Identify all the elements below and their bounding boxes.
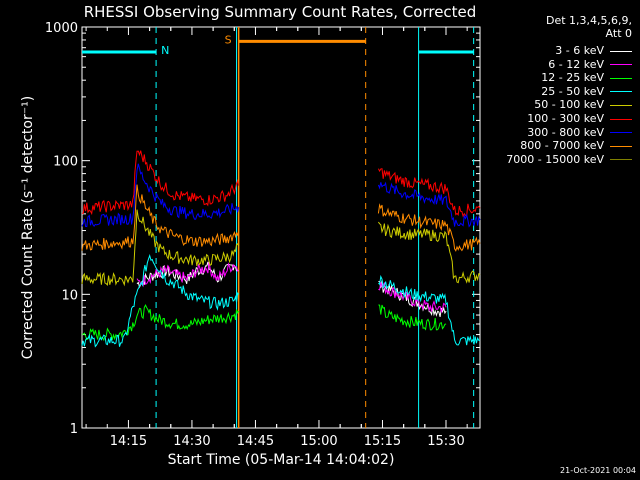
n-flag-label: N xyxy=(161,44,169,57)
legend-swatch xyxy=(610,104,632,106)
legend-header: Det 1,3,4,5,6,9, Att 0 xyxy=(546,14,632,40)
legend-header-line-1: Det 1,3,4,5,6,9, xyxy=(545,14,632,27)
series-line-1 xyxy=(136,261,239,288)
legend-swatch xyxy=(610,132,632,134)
legend-entry: 50 - 100 keV xyxy=(534,98,632,111)
legend-label: 7000 - 15000 keV xyxy=(506,152,604,166)
x-tick-label: 15:15 xyxy=(364,434,401,449)
legend-label: 12 - 25 keV xyxy=(541,71,604,85)
legend-label: 25 - 50 keV xyxy=(541,84,604,98)
x-tick-label: 14:30 xyxy=(173,434,210,449)
y-axis-label: Corrected Count Rate (s⁻¹ detector⁻¹) xyxy=(20,96,36,359)
series-line-4 xyxy=(81,209,240,287)
legend-label: 50 - 100 keV xyxy=(534,98,604,112)
s-flag-label: S xyxy=(225,33,232,46)
legend-entry: 100 - 300 keV xyxy=(527,112,632,125)
series-line-3 xyxy=(378,274,481,346)
legend-label: 3 - 6 keV xyxy=(555,44,604,57)
legend-entry: 12 - 25 keV xyxy=(541,71,632,84)
legend-entry: 25 - 50 keV xyxy=(541,85,632,98)
legend-entry: 6 - 12 keV xyxy=(548,58,632,71)
x-tick-label: 14:15 xyxy=(110,434,147,449)
x-tick-label: 15:30 xyxy=(427,434,464,449)
series-line-6 xyxy=(377,181,481,228)
series-line-2 xyxy=(82,303,240,342)
chart-title: RHESSI Observing Summary Count Rates, Co… xyxy=(84,3,477,21)
legend-label: 100 - 300 keV xyxy=(527,112,604,125)
series-line-4 xyxy=(378,221,481,284)
series-line-7 xyxy=(377,203,481,252)
y-tick-label: 100 xyxy=(53,155,78,170)
series-line-2 xyxy=(378,304,447,331)
x-tick-label: 14:45 xyxy=(237,434,274,449)
legend-entry: 300 - 800 keV xyxy=(527,126,632,139)
legend-label: 800 - 7000 keV xyxy=(520,139,604,153)
x-axis-label: Start Time (05-Mar-14 14:04:02) xyxy=(168,452,395,468)
series-line-1 xyxy=(378,282,447,314)
plot-frame xyxy=(81,26,481,429)
legend-swatch xyxy=(610,64,632,66)
legend-swatch xyxy=(610,91,632,93)
series-line-7 xyxy=(81,184,240,251)
series-line-6 xyxy=(81,163,240,228)
legend-label: 300 - 800 keV xyxy=(527,125,604,139)
legend-header-line-2: Att 0 xyxy=(605,27,632,40)
legend-swatch xyxy=(610,145,632,147)
timestamp: 21-Oct-2021 00:04 xyxy=(560,466,636,475)
legend-swatch xyxy=(610,77,632,79)
series-line-0 xyxy=(136,261,239,289)
y-tick-label: 10 xyxy=(61,288,78,303)
series-line-3 xyxy=(81,253,240,348)
legend-swatch xyxy=(610,50,632,52)
legend-entry: 800 - 7000 keV xyxy=(520,139,632,152)
series-line-5 xyxy=(377,168,481,218)
legend-entry: 7000 - 15000 keV xyxy=(506,153,632,166)
series-line-5 xyxy=(81,150,240,216)
x-tick-label: 15:00 xyxy=(300,434,337,449)
legend-label: 6 - 12 keV xyxy=(548,57,604,71)
y-tick-label: 1000 xyxy=(45,21,78,36)
series-line-0 xyxy=(378,280,447,318)
y-tick-label: 1 xyxy=(70,422,78,437)
legend-swatch xyxy=(610,159,632,161)
legend-entry: 3 - 6 keV xyxy=(555,44,632,57)
legend-swatch xyxy=(610,118,632,120)
